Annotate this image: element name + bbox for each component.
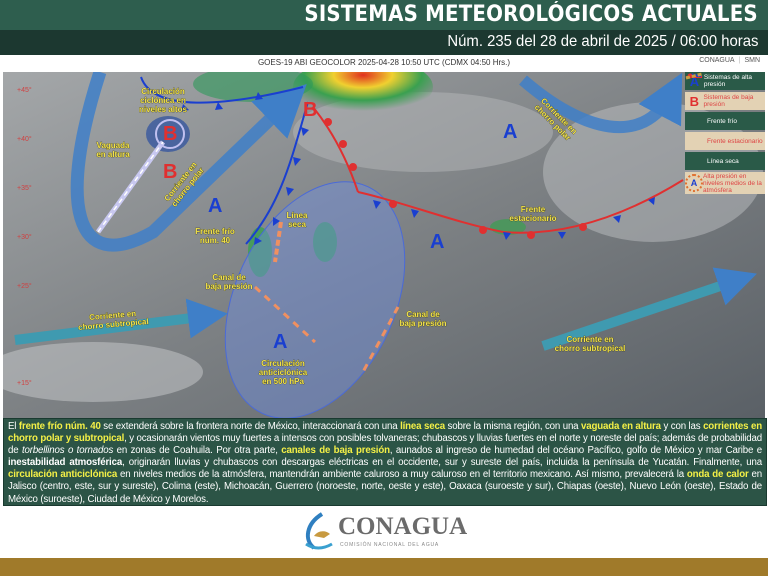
summary-italic: torbellinos o tornados: [21, 445, 114, 457]
latitude-label: +15°: [17, 379, 32, 387]
latitude-label: +45°: [17, 86, 32, 94]
summary-text: El: [8, 421, 19, 432]
summary-highlight: onda de calor: [686, 469, 749, 481]
weather-map: +45° +40° +35° +30° +25° +15°: [3, 72, 765, 418]
summary-highlight: vaguada en altura: [581, 421, 661, 432]
summary-text: en niveles medios de la atmósfera, mante…: [117, 469, 687, 481]
satellite-caption: GOES-19 ABI GEOCOLOR 2025-04-28 10:50 UT…: [257, 58, 511, 67]
low-pressure-marker: B: [303, 99, 317, 121]
mid-level-high-icon: A: [685, 174, 703, 192]
storm-clouds: [293, 72, 433, 117]
latitude-label: +40°: [17, 135, 32, 143]
subtitle-bar: Núm. 235 del 28 de abril de 2025 / 06:00…: [0, 30, 768, 55]
legend-label: Sistemas de alta presión: [703, 74, 752, 88]
low-pressure-channel-west: [253, 285, 317, 344]
latitude-label: +35°: [17, 184, 32, 192]
storm-clouds: [313, 222, 337, 262]
polar-jet-stream-west: [70, 72, 307, 252]
subtropical-jet-east: [541, 267, 757, 351]
summary-highlight: corrientes en chorro polar y subtropical: [8, 421, 762, 445]
subtropical-jet-west: [14, 298, 228, 345]
forecast-summary: El frente frío núm. 40 se extenderá sobr…: [3, 418, 767, 506]
high-pressure-marker: A: [503, 121, 517, 143]
legend-low-pressure: B Sistemas de baja presión: [685, 92, 765, 110]
cold-front-40: [245, 101, 309, 245]
legend-dry-line: Línea seca: [685, 72, 765, 170]
conagua-small-logo: CONAGUA: [699, 57, 735, 64]
label-cold-front: Frente frío núm. 40: [195, 227, 235, 245]
legend-label: Alta presión en niveles medios de la atm…: [703, 172, 762, 194]
summary-text: en zonas de Coahuila. Por otra parte,: [113, 445, 282, 457]
summary-text: y con las: [660, 421, 704, 432]
cloud-band: [3, 342, 203, 402]
conagua-logo-name: CONAGUA: [338, 513, 468, 540]
summary-highlight: canales de baja presión: [281, 445, 390, 457]
summary-text: , aunados al ingreso de humedad del océa…: [389, 445, 762, 457]
cold-front-north: [140, 76, 304, 104]
high-pressure-marker: A: [273, 331, 287, 353]
stationary-front-symbols: [373, 197, 655, 240]
stationary-front: [357, 179, 684, 234]
summary-text: sobre la misma región, con una: [444, 421, 581, 432]
title-bar: SISTEMAS METEOROLÓGICOS ACTUALES: [0, 0, 768, 30]
summary-bold: inestabilidad atmosférica: [8, 457, 123, 469]
cyclonic-circulation: [155, 119, 185, 149]
warm-front-semicircles: [324, 118, 357, 171]
legend-high-pressure: A Sistemas de alta presión: [685, 72, 765, 90]
summary-highlight: línea seca: [400, 421, 445, 432]
bulletin-number-date: Núm. 235 del 28 de abril de 2025 / 06:00…: [446, 33, 758, 50]
conagua-emblem-icon: [305, 512, 333, 550]
legend-mid-level-high: A Alta presión en niveles medios de la a…: [685, 172, 765, 194]
summary-text: en Jalisco (centro, este, sur y sureste)…: [8, 469, 762, 505]
storm-clouds: [146, 116, 190, 152]
low-pressure-marker: B: [163, 161, 177, 183]
polar-jet-stream-east: [519, 72, 683, 133]
label-upper-trough: Vaguada en altura: [96, 141, 130, 159]
upper-trough-dashes: [97, 141, 164, 233]
label-anticyclonic-circulation: Circulación anticiclónica en 500 hPa: [259, 359, 308, 386]
summary-text: , originarán lluvias y chubascos con des…: [122, 457, 762, 469]
label-low-channel-east: Canal de baja presión: [399, 310, 446, 328]
conagua-logo: CONAGUA COMISIÓN NACIONAL DEL AGUA: [300, 512, 470, 554]
legend-label: Sistemas de baja presión: [703, 94, 754, 108]
footer-bar: [0, 558, 768, 576]
legend-label: Línea seca: [707, 157, 739, 165]
caption-logos: CONAGUA | SMN: [699, 57, 760, 64]
storm-clouds: [248, 227, 272, 277]
anticyclone-area: [224, 181, 406, 418]
cold-front-triangles: [181, 92, 309, 245]
smn-small-logo: SMN: [744, 57, 760, 64]
label-low-channel-west: Canal de baja presión: [205, 273, 252, 291]
legend-cold-front: Frente frío: [685, 73, 765, 130]
page-title: SISTEMAS METEOROLÓGICOS ACTUALES: [304, 2, 758, 27]
label-cyclonic-circulation: Circulación ciclónica en niveles altos: [139, 87, 188, 114]
summary-highlight: frente frío núm. 40: [18, 421, 101, 432]
summary-text: se extenderá sobre la frontera norte de …: [100, 421, 401, 432]
map-legend: A Sistemas de alta presión B Sistemas de…: [685, 72, 765, 196]
dry-line: [273, 221, 283, 263]
high-pressure-marker: A: [430, 231, 444, 253]
summary-text: , y ocasionarán vientos muy fuertes a in…: [8, 433, 762, 457]
high-pressure-icon: A: [689, 73, 700, 89]
label-subtropical-jet-east: Corriente en chorro subtropical: [555, 335, 626, 353]
label-dry-line: Línea seca: [287, 211, 308, 229]
latitude-label: +25°: [17, 282, 32, 290]
low-pressure-icon: B: [689, 93, 699, 109]
legend-label: Frente frío: [707, 117, 737, 125]
legend-stationary-front: Frente estacionario: [685, 73, 765, 150]
warm-front: [312, 106, 359, 193]
high-pressure-marker: A: [208, 195, 222, 217]
map-svg: +45° +40° +35° +30° +25° +15°: [3, 72, 765, 418]
latitude-label: +30°: [17, 233, 32, 241]
summary-highlight: circulación anticiclónica: [8, 469, 118, 481]
low-pressure-marker: B: [163, 123, 177, 145]
label-stationary-front: Frente estacionario: [509, 205, 556, 223]
legend-label: Frente estacionario: [707, 137, 763, 145]
image-caption-bar: GOES-19 ABI GEOCOLOR 2025-04-28 10:50 UT…: [0, 55, 768, 72]
conagua-logo-subtitle: COMISIÓN NACIONAL DEL AGUA: [340, 542, 440, 548]
